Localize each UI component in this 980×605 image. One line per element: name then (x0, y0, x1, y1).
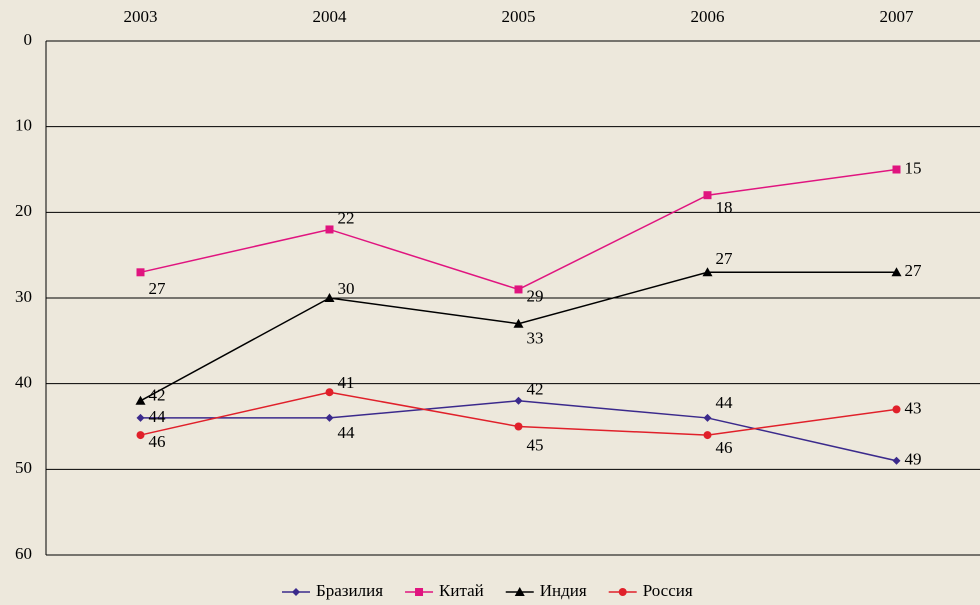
x-tick-label: 2005 (502, 7, 536, 26)
legend-label: Китай (439, 581, 484, 600)
marker (415, 588, 424, 596)
legend: Бразилия Китай Индия Россия (282, 581, 693, 600)
marker (618, 588, 627, 596)
data-label: 49 (905, 450, 922, 469)
y-tick-label: 30 (15, 287, 32, 306)
marker (324, 293, 335, 302)
marker (136, 268, 145, 277)
marker (135, 395, 146, 405)
legend-label: Бразилия (316, 581, 383, 600)
x-tick-label: 2007 (880, 7, 915, 26)
marker (892, 165, 901, 174)
marker (703, 413, 712, 422)
legend-label: Россия (643, 581, 693, 600)
x-tick-label: 2006 (691, 7, 725, 26)
marker (702, 267, 713, 277)
marker (325, 413, 334, 422)
data-label: 27 (905, 261, 923, 280)
data-label: 22 (338, 208, 355, 227)
data-label: 44 (338, 423, 356, 442)
marker (513, 318, 524, 328)
marker (325, 225, 334, 234)
data-label: 43 (905, 398, 922, 417)
marker (703, 191, 712, 200)
data-label: 27 (149, 279, 167, 298)
data-label: 42 (527, 380, 544, 399)
x-tick-label: 2003 (124, 7, 158, 26)
data-label: 46 (149, 432, 166, 451)
data-label: 46 (716, 438, 733, 457)
marker (703, 431, 712, 440)
marker (892, 405, 901, 414)
data-label: 45 (527, 435, 544, 454)
marker (514, 285, 523, 294)
marker (514, 587, 525, 596)
marker (136, 431, 145, 440)
data-label: 41 (338, 373, 355, 392)
y-tick-label: 40 (15, 373, 32, 392)
data-label: 18 (716, 198, 733, 217)
data-label: 30 (338, 279, 355, 298)
data-label: 42 (149, 386, 166, 405)
data-label: 15 (905, 158, 922, 177)
marker (325, 388, 334, 397)
data-label: 29 (527, 286, 544, 305)
marker (136, 413, 145, 422)
data-label: 44 (149, 407, 167, 426)
marker (892, 456, 901, 465)
y-tick-label: 10 (15, 116, 32, 135)
data-label: 44 (716, 393, 734, 412)
y-tick-label: 20 (15, 201, 32, 220)
series-line (140, 168, 897, 291)
marker (514, 396, 523, 405)
y-tick-label: 0 (24, 30, 33, 49)
legend-label: Индия (540, 581, 587, 600)
x-tick-label: 2004 (313, 7, 348, 26)
data-label: 27 (716, 249, 734, 268)
marker (292, 588, 300, 596)
data-label: 33 (527, 329, 544, 348)
marker (891, 267, 902, 277)
marker (514, 422, 523, 431)
y-tick-label: 50 (15, 458, 32, 477)
y-tick-label: 60 (15, 544, 32, 563)
